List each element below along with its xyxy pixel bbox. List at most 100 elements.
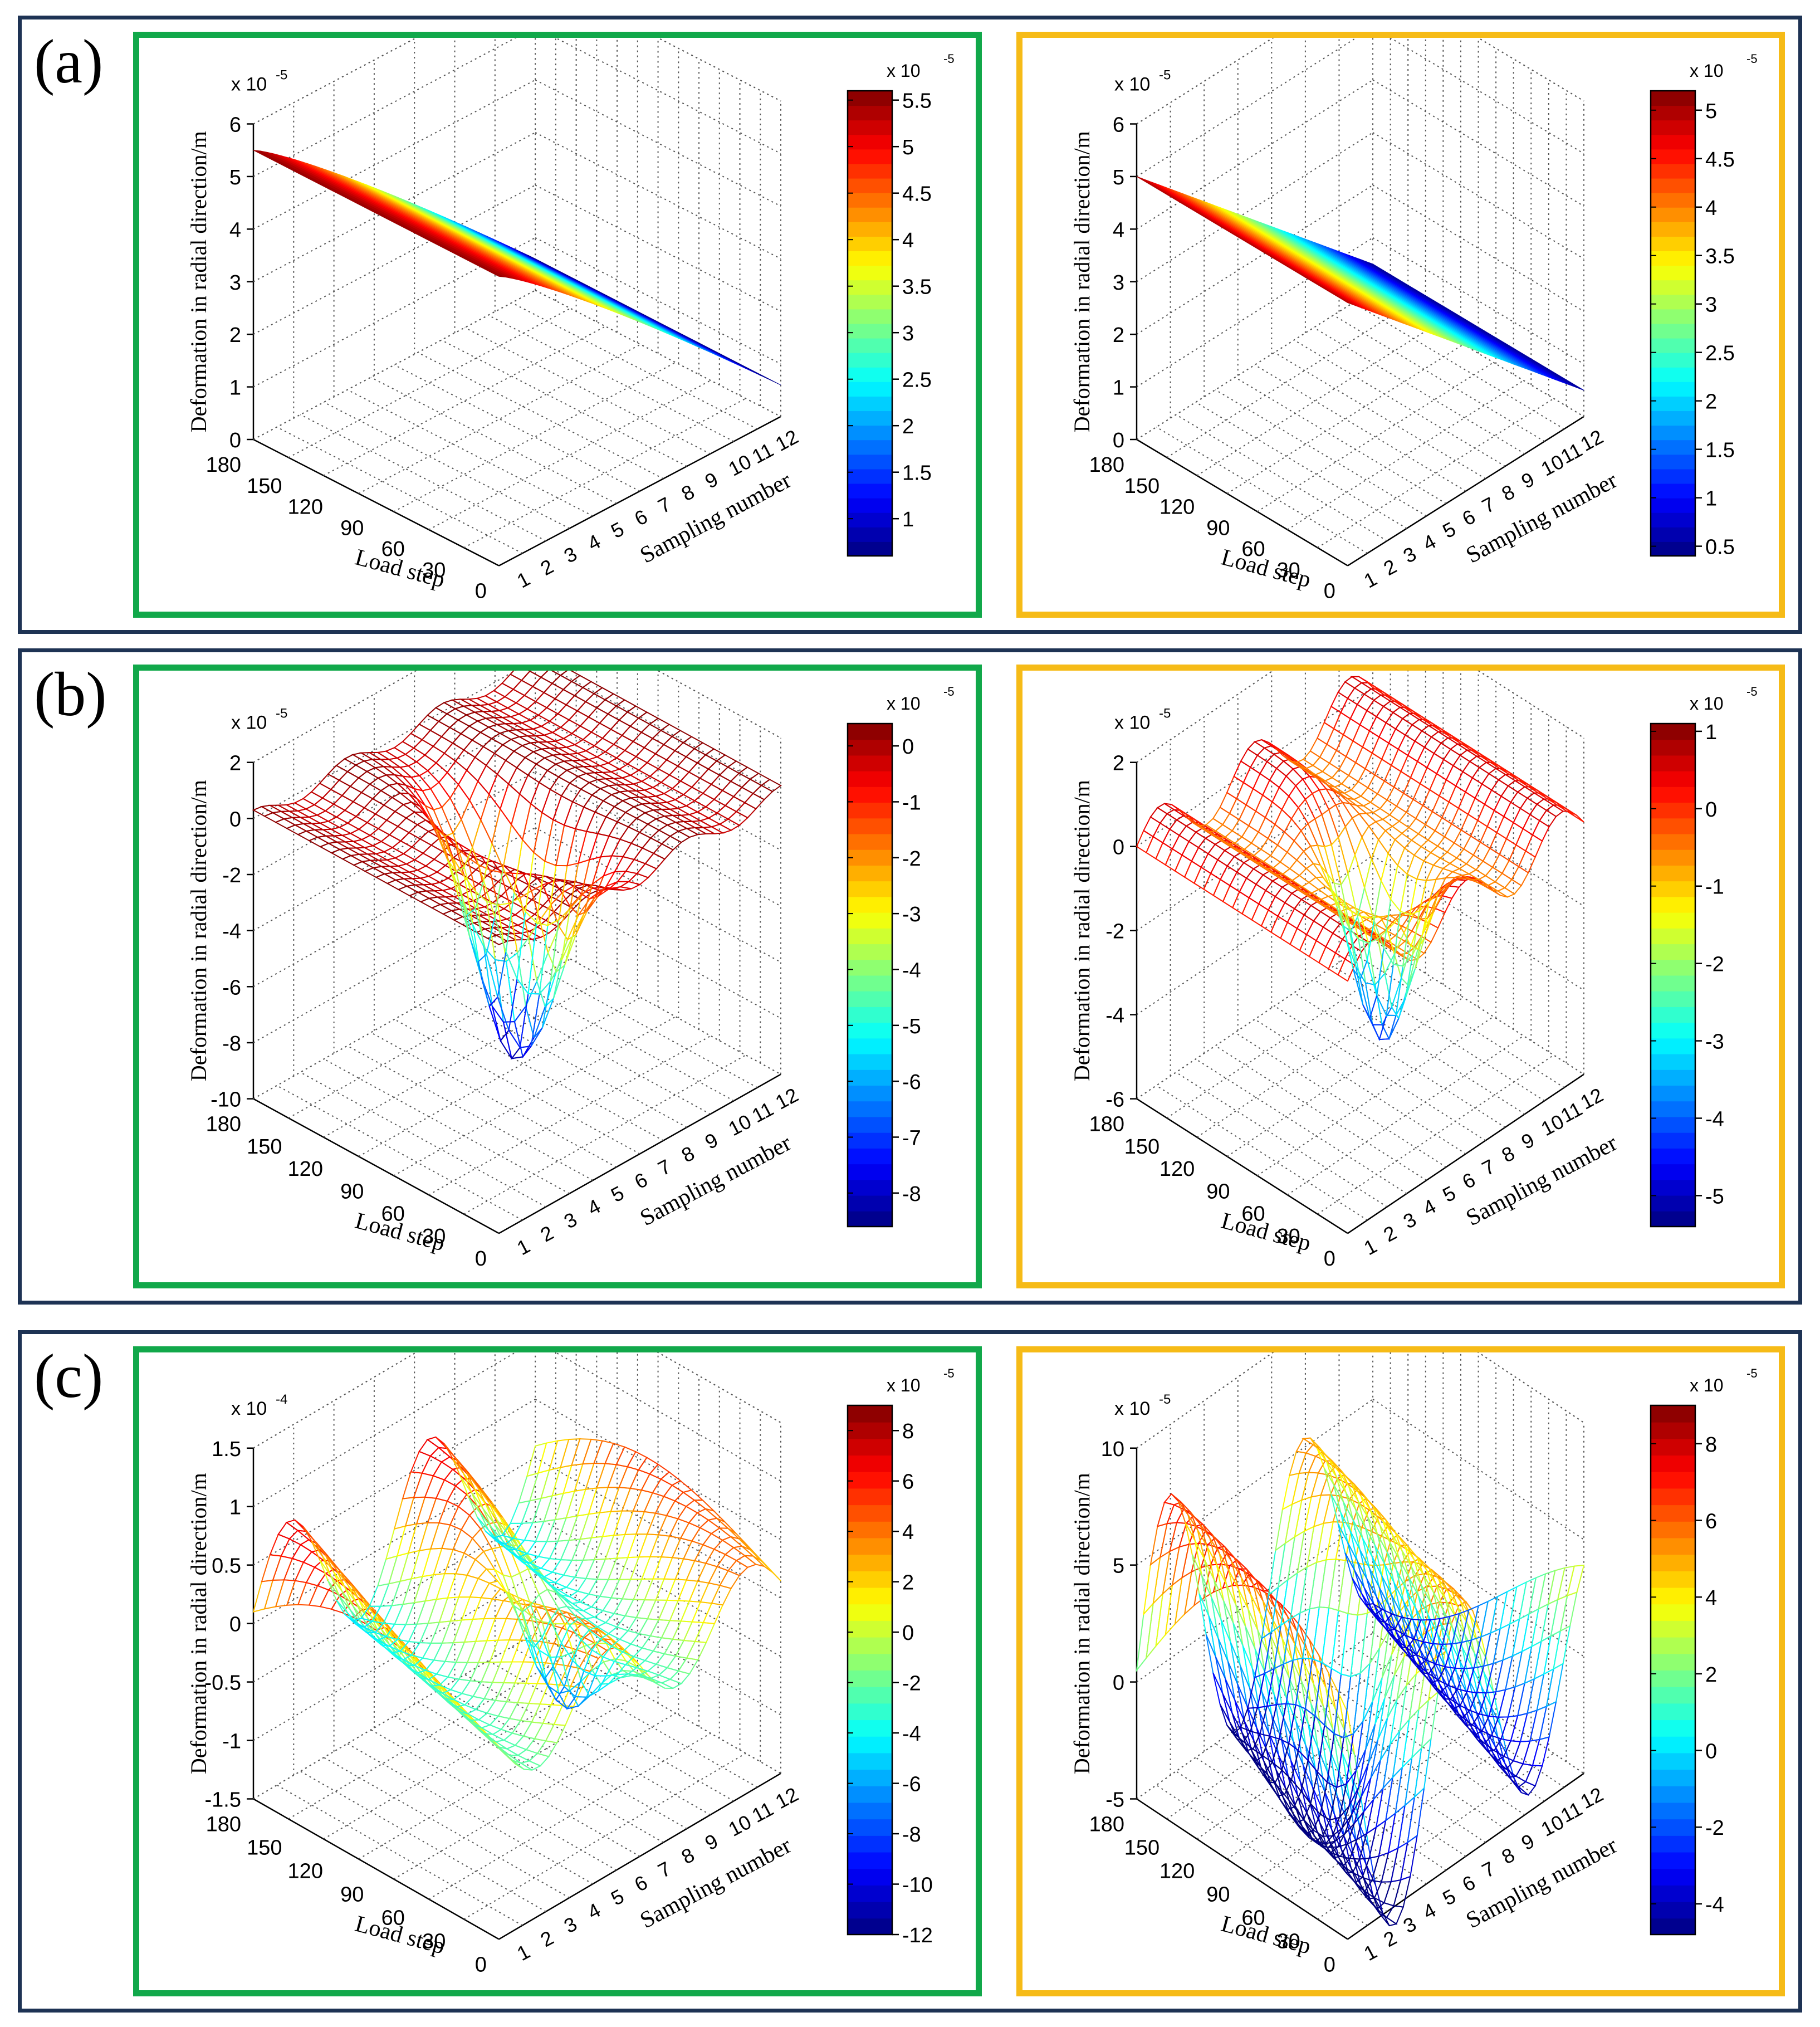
- mesh-cell: [601, 729, 623, 745]
- mesh-cell: [1488, 1689, 1506, 1718]
- mesh-cell: [570, 675, 593, 688]
- mesh-cell: [1366, 699, 1384, 717]
- mesh-cell: [369, 777, 390, 792]
- load-step-tick: 0: [475, 1247, 487, 1271]
- mesh-cell: [1471, 766, 1490, 785]
- load-step-tick: 180: [206, 1113, 241, 1136]
- sampling-label: Sampling number: [1462, 1130, 1621, 1231]
- colorbar-segment: [848, 1179, 892, 1196]
- mesh-cell: [588, 1579, 609, 1597]
- mesh-cell: [618, 1556, 640, 1580]
- colorbar-segment: [848, 163, 892, 179]
- colorbar-segment: [1651, 352, 1695, 368]
- colorbar-exponent-power: -5: [943, 685, 955, 699]
- z-tick-label: 0.5: [212, 1555, 241, 1578]
- colorbar-segment: [848, 802, 892, 819]
- mesh-cell: [585, 745, 607, 758]
- plot-svg: -6 -4 -2 0 2 x 10 -5 Deformation in radial dire…: [1069, 671, 1758, 1271]
- colorbar-segment: [848, 1147, 892, 1165]
- mesh-cell: [1174, 1570, 1192, 1626]
- colorbar-tick: 0: [1705, 1740, 1717, 1764]
- mesh-cell: [1456, 848, 1475, 865]
- sampling-label: Sampling number: [1462, 467, 1621, 568]
- colorbar-segment: [848, 833, 892, 850]
- mesh-cell: [441, 726, 462, 744]
- sampling-tick: 9: [701, 467, 722, 493]
- z-tick-label: -6: [222, 976, 241, 999]
- colorbar-segment: [1651, 149, 1695, 164]
- sampling-tick: 6: [630, 505, 651, 530]
- mesh-cell: [555, 824, 576, 867]
- sampling-tick: 9: [701, 1829, 722, 1855]
- mesh-cell: [691, 777, 712, 794]
- mesh-cell: [457, 714, 479, 727]
- colorbar-segment: [1651, 1901, 1695, 1919]
- colorbar-segment: [848, 1085, 892, 1102]
- mesh-cell: [1538, 809, 1557, 828]
- colorbar-segment: [1651, 1455, 1695, 1472]
- mesh-cell: [335, 758, 357, 773]
- mesh-cell: [632, 731, 654, 749]
- mesh-cell: [1333, 1673, 1352, 1738]
- mesh-cell: [466, 756, 487, 783]
- colorbar-segment: [848, 91, 892, 106]
- mesh-cell: [560, 1538, 581, 1561]
- colorbar-segment: [1651, 833, 1695, 850]
- mesh-cell: [1449, 857, 1468, 870]
- colorbar-segment: [848, 1653, 892, 1671]
- colorbar-segment: [848, 959, 892, 976]
- colorbar-segment: [1651, 786, 1695, 803]
- mesh-cell: [704, 748, 726, 762]
- colorbar-segment: [1651, 864, 1695, 882]
- colorbar-segment: [1651, 896, 1695, 913]
- mesh-cell: [544, 819, 565, 867]
- mesh-cell: [472, 1597, 493, 1620]
- mesh-cell: [1381, 1847, 1399, 1883]
- mesh-cell: [549, 1540, 570, 1561]
- colorbar-segment: [848, 1570, 892, 1588]
- mesh-cell: [1274, 886, 1293, 903]
- colorbar-segment: [848, 1686, 892, 1704]
- load-step-tick: 30: [422, 1225, 446, 1248]
- mesh-cell: [1281, 795, 1299, 820]
- mesh-cell: [568, 710, 590, 727]
- mesh-cell: [621, 1578, 643, 1600]
- colorbar-tick: 4: [1705, 197, 1717, 220]
- mesh-cell: [696, 806, 718, 819]
- mesh-cell: [1247, 741, 1265, 756]
- colorbar-tick: 4.5: [1705, 148, 1735, 172]
- mesh-cell: [383, 1604, 404, 1625]
- z-tick-label: 5: [1113, 166, 1124, 189]
- mesh-cell: [1423, 736, 1442, 754]
- mesh-cell: [529, 671, 549, 678]
- mesh-cell: [526, 1541, 548, 1557]
- mesh-cell: [1371, 1024, 1390, 1041]
- z-tick-label: 6: [229, 114, 241, 137]
- mesh-cell: [1437, 836, 1455, 853]
- sampling-tick: 8: [678, 480, 698, 506]
- mesh-cell: [638, 1618, 660, 1637]
- mesh-cell: [272, 1555, 293, 1581]
- load-step-tick: 150: [247, 475, 282, 498]
- colorbar-segment: [848, 1620, 892, 1638]
- mesh-cell: [1136, 1601, 1154, 1673]
- colorbar-tick: 4.5: [902, 183, 932, 206]
- mesh-cell: [1303, 905, 1322, 922]
- colorbar-tick: -4: [1705, 1893, 1724, 1917]
- colorbar-segment: [1651, 439, 1695, 455]
- mesh-cell: [693, 742, 715, 756]
- colorbar-segment: [848, 439, 892, 455]
- mesh-cell: [601, 1510, 623, 1537]
- mesh-cell: [479, 726, 501, 740]
- sampling-tick: 7: [1478, 1857, 1499, 1883]
- mesh-cell: [663, 1638, 685, 1657]
- mesh-cell: [760, 779, 782, 793]
- mesh-cell: [699, 1582, 721, 1604]
- z-exponent: x 10: [1114, 712, 1150, 734]
- mesh-cell: [436, 1573, 457, 1600]
- mesh-cell: [682, 736, 704, 750]
- z-exponent: x 10: [1114, 74, 1150, 95]
- colorbar-segment: [848, 1038, 892, 1054]
- colorbar-exponent: x 10: [887, 693, 920, 714]
- mesh-cell: [452, 1528, 473, 1554]
